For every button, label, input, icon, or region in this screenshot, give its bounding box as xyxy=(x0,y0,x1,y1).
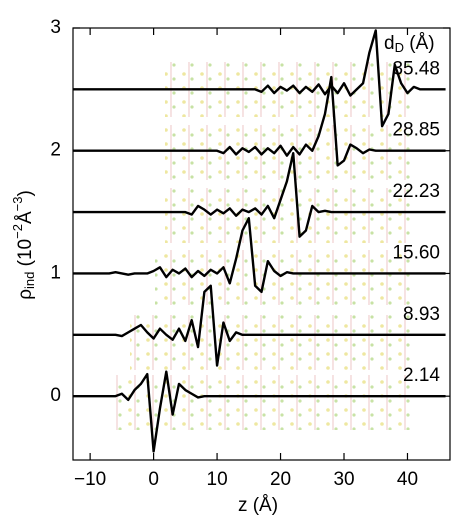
y-label-sub: ind xyxy=(22,272,37,289)
series-label: 2.14 xyxy=(403,365,440,386)
y-tick-label: 3 xyxy=(50,17,61,38)
x-axis-label: z (Å) xyxy=(238,495,278,516)
series-line xyxy=(73,75,446,167)
series-label: 35.48 xyxy=(392,58,440,79)
x-tick-label: 10 xyxy=(207,469,228,490)
y-label-unit: (10 xyxy=(15,239,36,272)
y-tick-label: 2 xyxy=(50,140,61,161)
legend-title: dD (Å) xyxy=(384,33,435,55)
x-tick-label: 0 xyxy=(148,469,159,490)
y-label-exp: −2 xyxy=(10,224,25,239)
plot-frame xyxy=(72,27,451,461)
y-label-symbol: ρ xyxy=(15,289,36,300)
series-line xyxy=(73,217,446,294)
legend-title-main: d xyxy=(384,33,395,54)
series-line xyxy=(73,151,446,238)
molecule-backdrop xyxy=(115,62,410,430)
series-line xyxy=(73,284,446,367)
y-label-unit: Å xyxy=(15,211,36,224)
series-label: 15.60 xyxy=(392,242,440,263)
y-axis-label: ρind (10−2Å−3) xyxy=(10,190,37,300)
y-tick-label: 1 xyxy=(50,262,61,283)
legend-title-unit: (Å) xyxy=(404,33,435,54)
series-label: 8.93 xyxy=(403,304,440,325)
series-line xyxy=(73,29,446,128)
legend-title-sub: D xyxy=(395,40,404,55)
x-tick-label: 30 xyxy=(333,469,354,490)
series-label: 28.85 xyxy=(392,120,440,141)
y-label-exp: −3 xyxy=(10,197,25,212)
series-label: 22.23 xyxy=(392,181,440,202)
y-tick-label: 0 xyxy=(50,385,61,406)
x-tick-label: 20 xyxy=(270,469,291,490)
x-tick-label: 40 xyxy=(397,469,418,490)
curves xyxy=(73,29,446,453)
series-line xyxy=(73,370,446,453)
x-tick-label: −10 xyxy=(74,469,106,490)
y-label-close: ) xyxy=(15,190,36,196)
